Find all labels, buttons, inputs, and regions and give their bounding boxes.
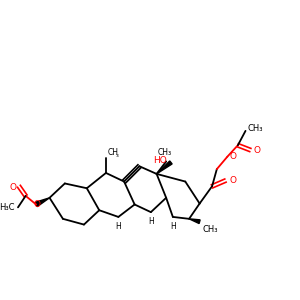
Text: H: H: [170, 222, 176, 231]
Text: ₃: ₃: [116, 152, 118, 158]
Text: HO: HO: [153, 156, 167, 165]
Text: CH₃: CH₃: [157, 148, 171, 157]
Text: O: O: [253, 146, 260, 155]
Polygon shape: [35, 198, 50, 207]
Text: O: O: [229, 152, 236, 161]
Polygon shape: [157, 161, 172, 174]
Polygon shape: [189, 219, 200, 224]
Text: CH₃: CH₃: [202, 225, 218, 234]
Text: O: O: [229, 176, 236, 185]
Text: CH: CH: [108, 148, 119, 158]
Text: O: O: [9, 183, 16, 192]
Text: H: H: [148, 217, 154, 226]
Text: CH₃: CH₃: [248, 124, 263, 133]
Text: O: O: [34, 200, 40, 209]
Text: H₃C: H₃C: [0, 203, 15, 212]
Text: H: H: [116, 222, 121, 231]
